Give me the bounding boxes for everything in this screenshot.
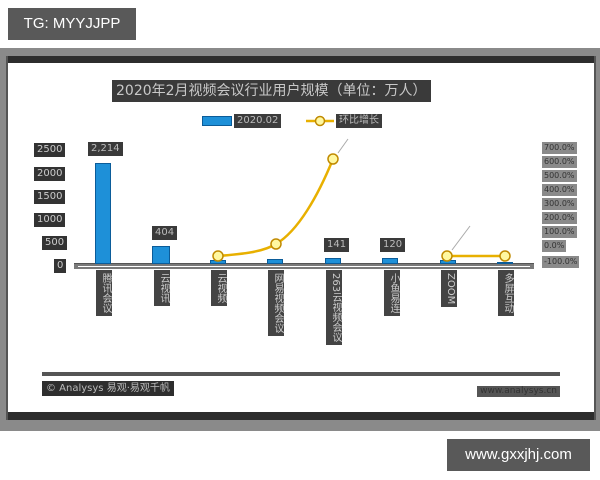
r-tick-0: 0.0% xyxy=(542,240,567,252)
legend-bar-label: 2020.02 xyxy=(234,114,282,128)
x-axis-baseline xyxy=(74,263,534,269)
y-tick-0: 0 xyxy=(54,259,67,273)
legend-line-marker-icon xyxy=(306,115,334,127)
bar-label-1: 404 xyxy=(152,226,178,240)
bar-label-5: 120 xyxy=(380,238,406,252)
legend-bar-swatch-icon xyxy=(202,116,232,126)
watermark-bottom-right: www.gxxjhj.com xyxy=(447,439,590,471)
y-tick-2500: 2500 xyxy=(34,143,66,157)
x-label-2: 云视频 xyxy=(211,270,227,306)
r-tick-minus100: -100.0% xyxy=(542,256,580,268)
r-tick-300: 300.0% xyxy=(542,198,577,210)
bar-label-4: 141 xyxy=(324,238,350,252)
x-label-1: 云视讯 xyxy=(154,270,170,306)
chart-frame: 2020年2月视频会议行业用户规模（单位：万人） 2020.02 环比增长 25… xyxy=(0,48,600,431)
x-label-3: 网易视频会议 xyxy=(268,270,284,336)
bar-1 xyxy=(152,246,170,264)
y-tick-2000: 2000 xyxy=(34,167,66,181)
x-label-5: 小鱼易连 xyxy=(384,270,400,316)
r-tick-100: 100.0% xyxy=(542,226,577,238)
watermark-top-left: TG: MYYJJPP xyxy=(8,8,136,40)
source-note: © Analysys 易观·易观千帆 xyxy=(42,381,174,396)
r-tick-700: 700.0% xyxy=(542,142,577,154)
top-bar xyxy=(8,56,594,63)
bottom-bar xyxy=(8,412,594,420)
x-label-6: ZOOM xyxy=(441,270,457,308)
x-label-7: 多屏互动 xyxy=(498,270,514,316)
chart-panel: 2020年2月视频会议行业用户规模（单位：万人） 2020.02 环比增长 25… xyxy=(6,56,596,420)
r-tick-500: 500.0% xyxy=(542,170,577,182)
legend-bar: 2020.02 xyxy=(202,114,282,128)
x-label-0: 腾讯会议 xyxy=(96,270,112,316)
r-tick-400: 400.0% xyxy=(542,184,577,196)
line-markers xyxy=(212,153,511,262)
bar-4 xyxy=(325,258,341,264)
r-tick-600: 600.0% xyxy=(542,156,577,168)
chart-title: 2020年2月视频会议行业用户规模（单位：万人） xyxy=(112,80,431,102)
bar-0 xyxy=(95,163,111,264)
legend-line-label: 环比增长 xyxy=(336,114,382,128)
source-site: www.analysys.cn xyxy=(477,386,560,397)
bar-5 xyxy=(382,258,398,264)
y-tick-1000: 1000 xyxy=(34,213,66,227)
r-tick-200: 200.0% xyxy=(542,212,577,224)
growth-line xyxy=(212,138,511,262)
bar-label-0: 2,214 xyxy=(88,142,123,156)
footer-divider xyxy=(42,372,560,376)
legend-line: 环比增长 xyxy=(304,114,382,128)
y-tick-1500: 1500 xyxy=(34,190,66,204)
bar-3 xyxy=(267,259,283,264)
bar-7 xyxy=(497,262,513,264)
y-tick-500: 500 xyxy=(42,236,68,250)
x-label-4: 263云视频会议 xyxy=(326,270,342,346)
